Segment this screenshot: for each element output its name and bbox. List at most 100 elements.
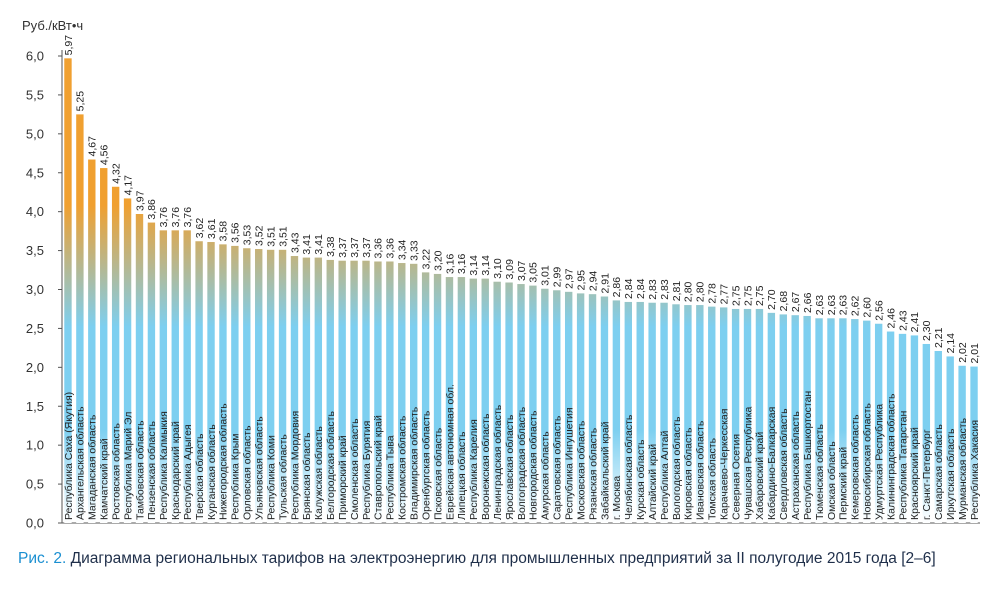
- bar: [421, 272, 430, 523]
- category-label: Тульская область: [277, 434, 289, 520]
- category-label: Омская область: [826, 441, 838, 520]
- category-label: Красноярский край: [909, 427, 921, 520]
- bar-value-label: 3,20: [432, 250, 444, 271]
- bar-value-label: 2,97: [563, 268, 575, 289]
- category-label: Республика Мордовия: [289, 411, 301, 520]
- bar: [779, 314, 787, 523]
- bar-value-label: 2,78: [707, 283, 719, 304]
- category-label: Белгородская область: [325, 411, 337, 520]
- y-tick-label: 1,0: [26, 438, 44, 453]
- bar-value-label: 3,51: [265, 226, 277, 247]
- category-label: Республика Хакасия: [969, 420, 981, 520]
- bar-value-label: 2,02: [957, 342, 969, 363]
- category-label: Магаданская область: [87, 414, 99, 520]
- category-label: Алтайский край: [647, 444, 659, 520]
- bar-value-label: 2,77: [718, 284, 730, 305]
- bar-value-label: 2,80: [695, 281, 707, 302]
- category-label: Республика Ингушетия: [563, 407, 575, 520]
- bar-value-label: 2,41: [909, 312, 921, 333]
- bar-value-label: 3,86: [146, 199, 158, 220]
- category-label: Северная Осетия: [730, 434, 742, 520]
- bar: [636, 301, 644, 523]
- bar: [719, 307, 728, 523]
- bar: [564, 291, 573, 523]
- bar-value-label: 2,86: [611, 277, 623, 298]
- category-label: Оренбургская область: [420, 410, 432, 520]
- bar-value-label: 3,53: [242, 225, 254, 246]
- category-label: Курская область: [635, 439, 647, 520]
- bar-value-label: 3,58: [218, 221, 230, 242]
- category-label: Республика Марий Эл: [122, 412, 134, 520]
- category-label: Пензенская область: [146, 421, 158, 520]
- bar: [374, 261, 382, 523]
- category-label: Еврейская автономная обл.: [444, 384, 456, 520]
- category-label: Республика Башкортостан: [802, 391, 814, 520]
- y-axis-unit-label: Руб./кВт•ч: [22, 18, 83, 33]
- bar: [803, 315, 811, 523]
- chart-area: Руб./кВт•ч 0,0 0,5 1,0 1,5 2,0 2,5 3,0 3,5 4,0 4,…: [22, 18, 981, 531]
- bar-value-label: 2,91: [599, 273, 611, 294]
- bar: [612, 300, 621, 523]
- category-label: Ивановская область: [695, 420, 707, 520]
- bar-value-label: 3,09: [504, 259, 516, 280]
- bar: [219, 244, 227, 523]
- bar-value-label: 3,37: [337, 237, 349, 258]
- bar-value-label: 3,76: [182, 207, 194, 228]
- category-label: Свердловская область: [778, 408, 790, 520]
- bar: [886, 331, 895, 523]
- category-label: Костромская область: [397, 415, 409, 520]
- category-label: Республика Коми: [265, 435, 277, 520]
- bar: [541, 288, 549, 523]
- bar: [529, 285, 537, 523]
- bar: [195, 241, 203, 523]
- bar-value-label: 2,46: [885, 308, 897, 329]
- category-label: Владимирская область: [409, 406, 421, 520]
- category-label: Челябинская область: [623, 414, 635, 520]
- bar: [696, 305, 704, 523]
- bar: [553, 290, 561, 523]
- bar-value-label: 2,84: [635, 278, 647, 299]
- bar-value-label: 3,38: [325, 236, 337, 257]
- category-label: Республика Саха (Якутия): [63, 392, 75, 520]
- bar-value-label: 2,75: [742, 285, 754, 306]
- bar-value-label: 3,14: [468, 255, 480, 276]
- bar: [410, 263, 418, 523]
- bar: [827, 318, 835, 523]
- bar: [171, 230, 179, 523]
- bar-value-label: 3,07: [516, 260, 528, 281]
- bar-value-label: 3,36: [385, 238, 397, 259]
- bar: [588, 294, 597, 523]
- bar-value-label: 2,70: [766, 289, 778, 310]
- bar-value-label: 3,22: [420, 249, 432, 270]
- bar-value-label: 5,97: [63, 35, 75, 56]
- category-label: Ленинградская область: [492, 404, 504, 520]
- bar: [731, 308, 740, 523]
- bar: [684, 305, 692, 523]
- category-label: Орловская область: [242, 425, 254, 520]
- bar: [600, 296, 609, 523]
- bar: [708, 306, 716, 523]
- bar-value-label: 3,01: [540, 265, 552, 286]
- bar-value-label: 2,75: [754, 285, 766, 306]
- category-label: Томская область: [707, 437, 719, 520]
- bar-value-label: 2,66: [802, 292, 814, 313]
- y-tick-label: 6,0: [26, 49, 44, 64]
- bar: [255, 249, 263, 523]
- bar-value-label: 3,43: [289, 232, 301, 253]
- bar: [791, 315, 799, 523]
- bar-value-label: 2,81: [671, 281, 683, 302]
- bar: [278, 249, 287, 523]
- category-label: Республика Крым: [230, 433, 242, 520]
- figure-number: Рис. 2.: [18, 550, 67, 567]
- category-label: Ростовская область: [110, 422, 122, 520]
- category-label: Пермский край: [838, 447, 850, 520]
- category-label: Республика Калмыкия: [158, 411, 170, 520]
- bar: [159, 230, 168, 523]
- y-tick-label: 2,0: [26, 360, 44, 375]
- bar-value-label: 3,16: [456, 253, 468, 274]
- bar: [910, 335, 919, 523]
- bar-value-label: 2,14: [945, 333, 957, 354]
- bar: [302, 257, 311, 523]
- bar: [958, 365, 966, 523]
- bar-value-label: 4,67: [87, 136, 99, 157]
